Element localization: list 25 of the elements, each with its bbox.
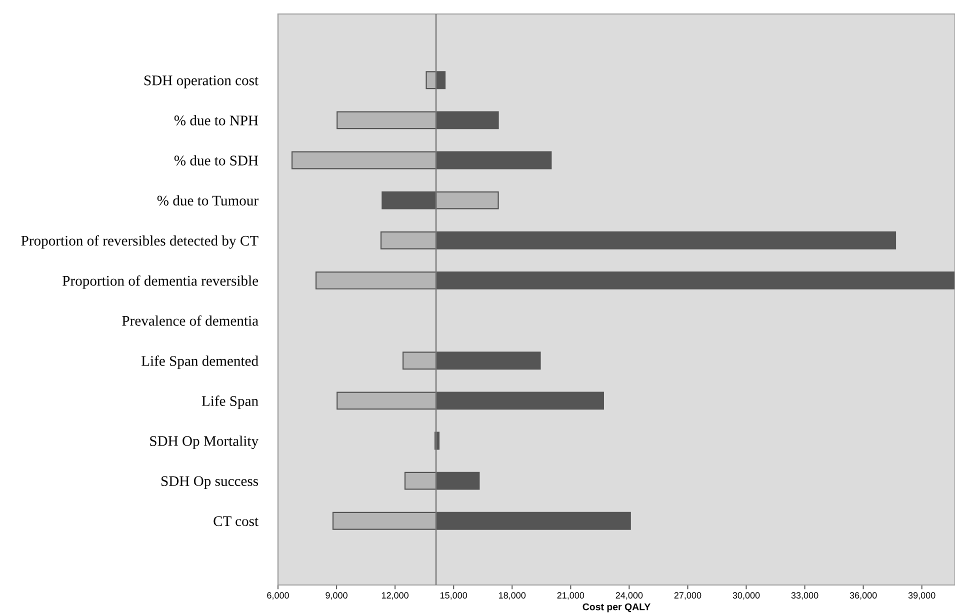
y-tick-label: Life Span [202, 396, 258, 409]
x-tick-label: 6,000 [267, 592, 289, 600]
x-tick-label: 24,000 [616, 592, 643, 600]
y-tick-label: Prevalence of dementia [122, 315, 258, 326]
y-tick-label: Proportion of dementia reversible [62, 275, 258, 289]
x-tick-label: 9,000 [326, 592, 348, 600]
x-tick-label: 15,000 [440, 592, 468, 600]
x-tick-label: 27,000 [674, 592, 702, 600]
x-tick-label: 36,000 [850, 592, 877, 600]
x-tick-label: 33,000 [791, 592, 818, 600]
y-tick-label: SDH Op success [162, 476, 258, 489]
y-tick-label: SDH operation cost [144, 76, 258, 88]
x-tick-label: 30,000 [732, 592, 760, 600]
x-axis-title: Cost per QALY [582, 603, 650, 612]
y-tick-label: Life Span demented [142, 355, 258, 369]
x-tick-label: 21,000 [557, 592, 584, 600]
y-tick-label: SDH Op Mortality [150, 436, 258, 449]
x-tick-label: 18,000 [499, 592, 526, 600]
x-tick-label: 12,000 [382, 592, 409, 600]
y-tick-label: % due to NPH [174, 115, 258, 126]
y-tick-label: Proportion of reversibles detected by CT [21, 235, 258, 249]
y-tick-label: % due to Tumour [157, 195, 258, 206]
x-tick-label: 39,000 [908, 592, 936, 600]
y-tick-label: CT cost [214, 516, 258, 526]
y-tick-label: % due to SDH [174, 155, 258, 166]
